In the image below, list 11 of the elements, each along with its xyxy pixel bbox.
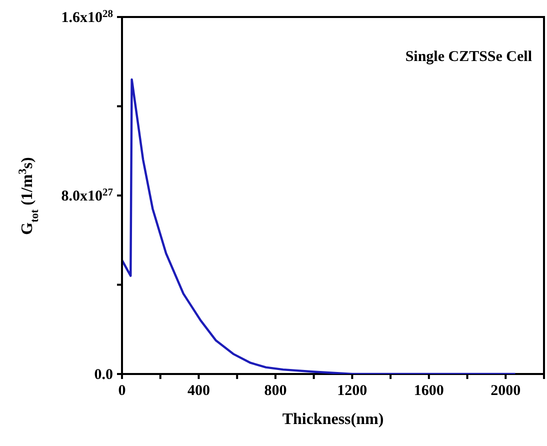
y-tick-label: 1.6x10$^{28}$ — [61, 8, 113, 26]
x-axis-title: Thickness(nm) — [282, 411, 384, 428]
x-tick-label: 1200 — [337, 383, 368, 399]
y-tick-label: 0.0 — [94, 367, 113, 383]
x-tick-label: 2000 — [490, 383, 521, 399]
x-tick-label: 1600 — [414, 383, 444, 399]
x-tick-label: 400 — [187, 383, 210, 399]
y-tick-label: 8.0x10$^{27}$ — [61, 187, 113, 204]
x-tick-label: 0 — [118, 383, 126, 399]
annotation: Single CZTSSe Cell — [405, 49, 532, 65]
x-tick-label: 800 — [264, 383, 287, 399]
